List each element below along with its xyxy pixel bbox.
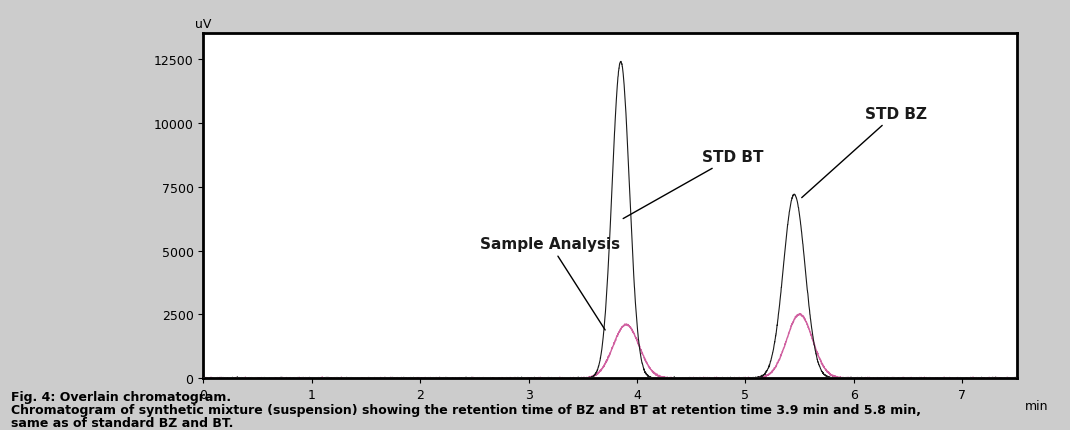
Text: Chromatogram of synthetic mixture (suspension) showing the retention time of BZ : Chromatogram of synthetic mixture (suspe… [11, 403, 920, 416]
Text: Fig. 4: Overlain chromatogram.: Fig. 4: Overlain chromatogram. [11, 390, 231, 403]
Text: STD BZ: STD BZ [801, 107, 927, 198]
Text: same as of standard BZ and BT.: same as of standard BZ and BT. [11, 416, 233, 429]
Text: STD BT: STD BT [623, 150, 764, 219]
Text: min: min [1025, 399, 1049, 412]
Text: Sample Analysis: Sample Analysis [479, 237, 620, 330]
Text: uV: uV [195, 18, 212, 31]
